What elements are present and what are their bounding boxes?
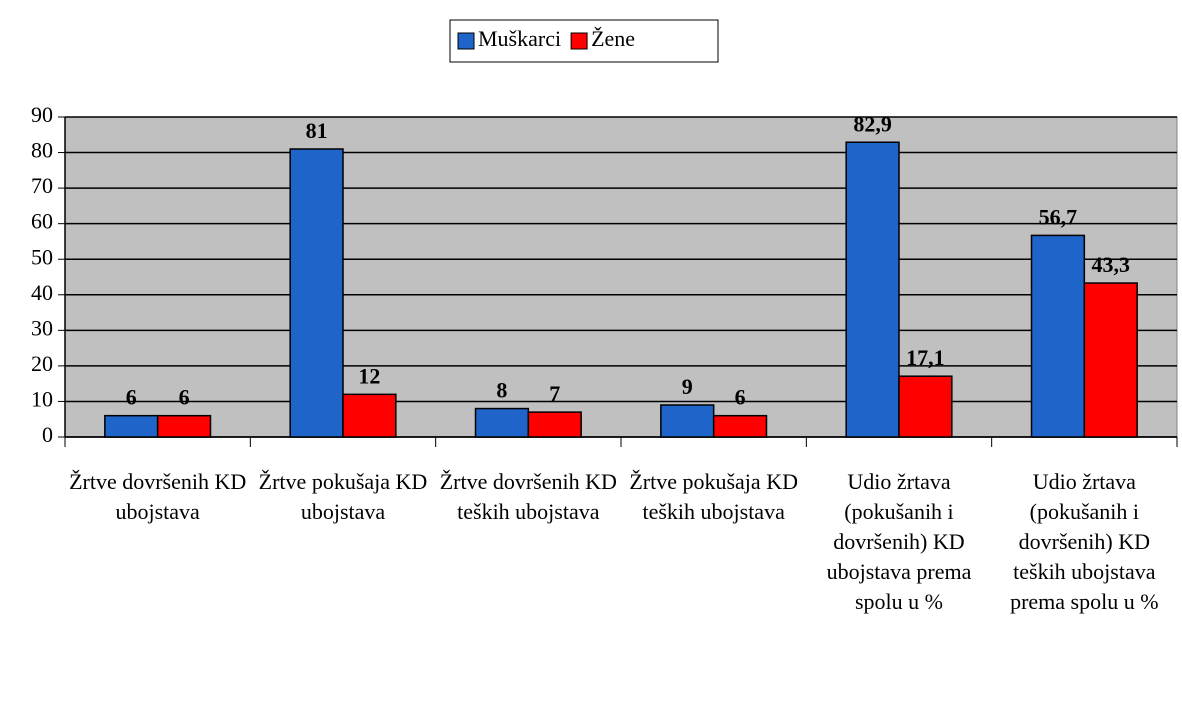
legend-swatch [457,32,475,50]
data-label: 12 [358,363,380,388]
y-tick-label: 90 [31,102,53,127]
legend-swatch [570,32,588,50]
x-tick-label: Udio žrtava (pokušanih i dovršenih) KD u… [826,469,972,614]
y-tick-label: 80 [31,138,53,163]
bar [474,407,530,438]
plot-area [64,116,1178,438]
bar [660,404,715,438]
bar [1030,234,1086,438]
bar [845,141,900,438]
y-tick-label: 30 [31,315,53,340]
bar [1083,282,1138,438]
data-label: 56,7 [1039,204,1078,229]
data-label: 9 [682,374,693,399]
data-label: 6 [735,385,746,410]
bar [527,411,582,438]
y-tick-label: 50 [31,244,53,269]
y-tick-label: 60 [31,209,53,234]
data-label: 7 [549,381,560,406]
y-tick-label: 20 [31,351,53,376]
bar [712,414,768,438]
y-tick-label: 10 [31,386,53,411]
bar [342,393,397,438]
x-tick-label: Žrtve pokušaja KD teških ubojstava [629,469,798,524]
x-tick-label: Udio žrtava (pokušanih i dovršenih) KD t… [1010,469,1159,614]
data-label: 81 [306,118,328,143]
data-label: 43,3 [1091,252,1130,277]
bar [104,414,159,438]
bar [898,375,953,438]
legend-label: Muškarci [478,26,561,51]
y-tick-label: 40 [31,280,53,305]
y-tick-label: 70 [31,173,53,198]
x-tick-label: Žrtve dovršenih KD ubojstava [69,469,247,524]
bar [289,148,344,438]
legend-label: Žene [591,26,635,51]
data-label: 6 [179,385,190,410]
data-label: 8 [496,378,507,403]
bar [156,414,212,438]
x-tick-label: Žrtve pokušaja KD ubojstava [258,469,428,524]
data-label: 82,9 [853,111,892,136]
data-label: 6 [126,385,137,410]
y-tick-label: 0 [42,422,53,447]
x-tick-label: Žrtve dovršenih KD teških ubojstava [439,469,617,524]
data-label: 17,1 [906,345,945,370]
